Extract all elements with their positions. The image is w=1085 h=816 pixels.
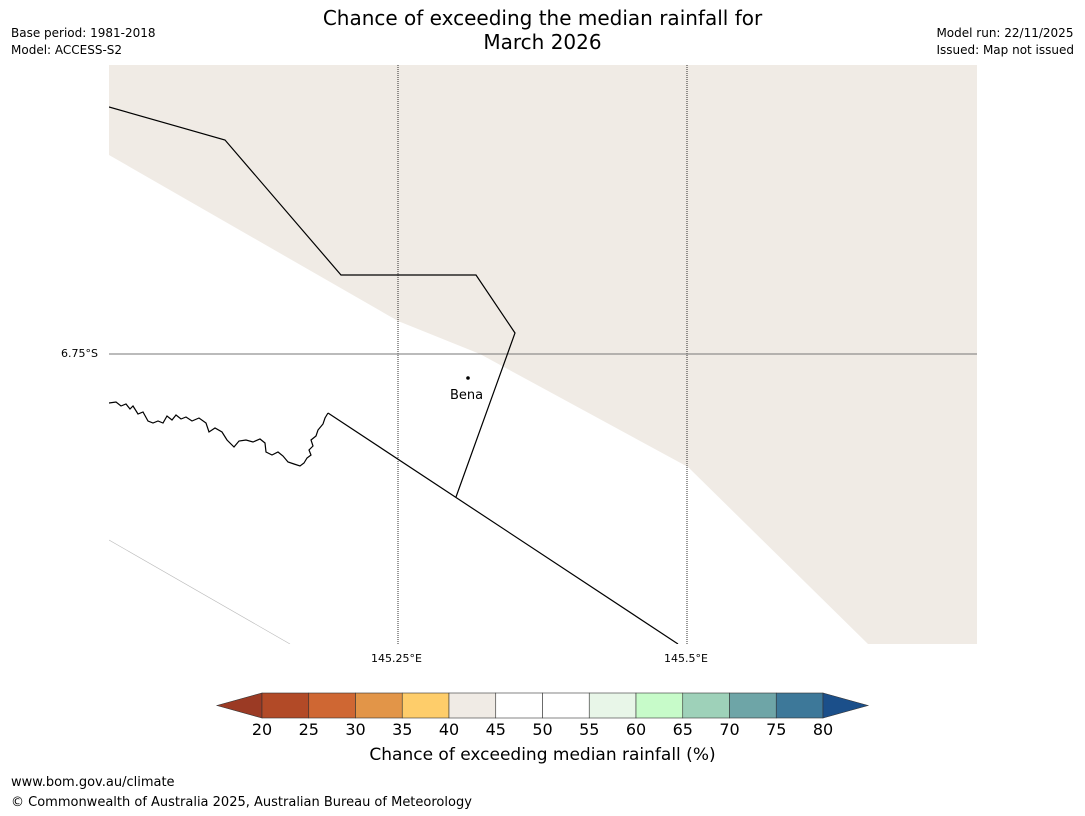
colorbar-tick-label: 65 xyxy=(672,720,693,739)
meta-right: Model run: 22/11/2025 Issued: Map not is… xyxy=(936,25,1074,59)
footer-url: www.bom.gov.au/climate xyxy=(11,775,175,790)
colorbar-tick-label: 35 xyxy=(392,720,413,739)
river-boundary xyxy=(109,401,329,467)
latitude-label: 6.75°S xyxy=(61,347,98,360)
colorbar xyxy=(215,692,870,719)
district-boundary-north xyxy=(109,106,516,498)
probability-region-40-45 xyxy=(109,65,977,644)
model-run: Model run: 22/11/2025 xyxy=(936,26,1074,40)
map-title: Chance of exceeding the median rainfall … xyxy=(0,6,1085,54)
colorbar-segment xyxy=(775,692,824,719)
model-name: Model: ACCESS-S2 xyxy=(11,43,123,57)
bena-marker xyxy=(466,376,470,380)
colorbar-segment xyxy=(448,692,497,719)
district-boundary-south xyxy=(327,412,679,644)
coast-fragment xyxy=(109,539,291,644)
colorbar-tick-label: 55 xyxy=(579,720,600,739)
colorbar-tick-label: 60 xyxy=(625,720,647,739)
colorbar-segment xyxy=(729,692,777,719)
colorbar-tick-label: 70 xyxy=(719,720,740,739)
colorbar-tick-label: 25 xyxy=(298,720,319,739)
colorbar-label: Chance of exceeding median rainfall (%) xyxy=(369,745,716,765)
colorbar-segment xyxy=(588,692,637,719)
colorbar-tick-label: 45 xyxy=(485,720,506,739)
colorbar-segment xyxy=(542,692,590,719)
map-title-line2: March 2026 xyxy=(483,30,602,54)
meta-left: Base period: 1981-2018 Model: ACCESS-S2 xyxy=(11,25,156,59)
colorbar-tick-label: 50 xyxy=(532,720,553,739)
colorbar-segment xyxy=(355,692,403,719)
colorbar-tick-label: 75 xyxy=(766,720,787,739)
colorbar-segment xyxy=(308,692,356,719)
base-period: Base period: 1981-2018 xyxy=(11,26,156,40)
longitude-label-145-5: 145.5°E xyxy=(664,652,708,665)
colorbar-tick-label: 20 xyxy=(251,720,273,739)
colorbar-segment xyxy=(261,692,310,719)
colorbar-segment xyxy=(401,692,450,719)
colorbar-tick-label: 80 xyxy=(812,720,834,739)
colorbar-tick-label: 30 xyxy=(345,720,366,739)
place-label-bena: Bena xyxy=(450,388,484,403)
colorbar-extend-low xyxy=(215,692,263,719)
colorbar-segment xyxy=(495,692,543,719)
colorbar-segment xyxy=(635,692,684,719)
colorbar-extend-high xyxy=(822,692,870,719)
map-title-line1: Chance of exceeding the median rainfall … xyxy=(322,6,763,30)
longitude-label-145-25: 145.25°E xyxy=(371,652,422,665)
colorbar-tick-label: 40 xyxy=(438,720,460,739)
colorbar-segment xyxy=(682,692,730,719)
issued-status: Issued: Map not issued xyxy=(936,43,1074,57)
footer-copyright: © Commonwealth of Australia 2025, Austra… xyxy=(11,795,472,810)
